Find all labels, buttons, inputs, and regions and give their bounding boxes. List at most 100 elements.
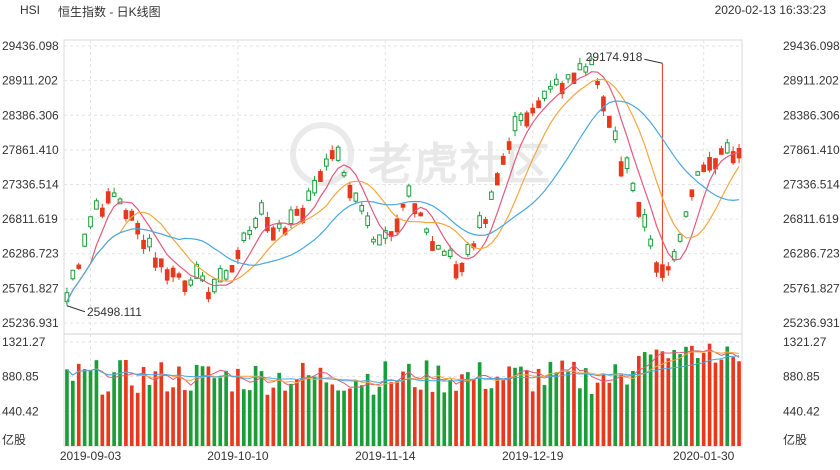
candle-body xyxy=(400,203,406,208)
volume-tick-left: 440.42 xyxy=(2,404,39,418)
low-annotation: 25498.111 xyxy=(87,305,142,319)
volume-bar xyxy=(106,391,111,446)
volume-bar xyxy=(265,394,270,446)
volume-bar xyxy=(389,382,394,446)
candle-body xyxy=(217,268,223,283)
volume-bar xyxy=(76,363,81,446)
candle-body xyxy=(630,182,636,191)
candle-body xyxy=(406,185,412,197)
candle-body xyxy=(312,179,317,194)
volume-bar xyxy=(501,380,506,446)
candle-body xyxy=(624,157,630,170)
volume-bar xyxy=(690,345,694,446)
candle-body xyxy=(607,115,612,128)
volume-bar xyxy=(65,369,69,446)
volume-bar xyxy=(401,371,405,446)
candle-body xyxy=(288,209,294,225)
candle-body xyxy=(353,192,359,202)
volume-bar xyxy=(177,366,181,446)
ma5-line xyxy=(66,71,740,302)
volume-ma20-line xyxy=(66,355,740,384)
candle-body xyxy=(447,249,453,258)
volume-bar xyxy=(230,391,234,446)
ma10-line xyxy=(66,78,740,302)
candle-body xyxy=(677,233,683,242)
volume-bar xyxy=(619,374,623,446)
volume-bar xyxy=(194,364,199,446)
volume-bar xyxy=(625,384,629,446)
candle-body xyxy=(223,270,229,280)
volume-bar xyxy=(295,379,299,446)
candle-body xyxy=(335,146,341,161)
candle-body xyxy=(595,81,600,86)
candle-body xyxy=(701,164,707,173)
volume-bar xyxy=(589,393,594,446)
candle-body xyxy=(495,173,500,186)
candle-body xyxy=(359,205,365,212)
volume-bar xyxy=(583,368,588,446)
candle-body xyxy=(105,191,111,204)
candle-body xyxy=(259,202,264,215)
volume-bar xyxy=(200,366,205,446)
volume-bar xyxy=(507,366,511,446)
volume-bar xyxy=(448,379,452,446)
price-tick-left: 28911.202 xyxy=(2,74,58,88)
candle-body xyxy=(418,212,424,217)
volume-bar xyxy=(660,351,665,446)
volume-bar xyxy=(460,374,464,446)
volume-bar xyxy=(147,384,152,446)
price-tick-left: 26811.619 xyxy=(2,212,58,226)
price-tick-right: 28386.306 xyxy=(783,108,840,122)
price-tick-left: 25761.827 xyxy=(2,281,59,295)
price-tick-right: 27336.514 xyxy=(783,178,840,192)
candle-body xyxy=(164,269,170,281)
candle-body xyxy=(182,280,188,292)
volume-bar xyxy=(395,380,399,446)
volume-bar xyxy=(418,389,423,446)
volume-tick-right: 880.85 xyxy=(783,370,820,384)
candle-body xyxy=(141,239,146,250)
candle-body xyxy=(324,158,329,167)
candle-body xyxy=(565,74,571,80)
candle-body xyxy=(601,96,606,112)
volume-bar xyxy=(241,389,246,446)
time-tick: 2019-09-03 xyxy=(60,449,122,463)
candle-body xyxy=(306,190,311,201)
candle-body xyxy=(247,229,253,236)
candle-body xyxy=(412,203,418,215)
volume-bar xyxy=(212,378,217,446)
volume-bar xyxy=(578,388,582,446)
candle-body xyxy=(542,90,547,99)
candle-body xyxy=(707,156,712,171)
time-tick: 2020-01-30 xyxy=(673,449,735,463)
candle-body xyxy=(158,258,164,268)
candle-body xyxy=(589,58,594,66)
candle-body xyxy=(577,63,583,71)
volume-bar xyxy=(348,388,352,446)
volume-bar xyxy=(566,370,570,446)
volume-bar xyxy=(171,387,175,446)
volume-bar xyxy=(684,346,688,446)
candle-body xyxy=(583,66,589,73)
candle-body xyxy=(276,223,282,229)
candle-body xyxy=(99,207,105,217)
volume-bar xyxy=(695,357,700,446)
volume-bar xyxy=(318,367,323,446)
volume-tick-right: 440.42 xyxy=(783,404,820,418)
volume-bar xyxy=(253,365,258,446)
volume-bar xyxy=(365,373,370,446)
candle-body xyxy=(424,228,429,233)
candle-body xyxy=(430,241,435,251)
candle-body xyxy=(194,263,199,279)
price-tick-left: 29436.098 xyxy=(2,39,59,53)
volume-bar xyxy=(666,358,671,446)
candle-body xyxy=(477,215,482,229)
candle-body xyxy=(500,155,506,165)
volume-bar xyxy=(118,360,122,446)
candle-body xyxy=(70,269,76,280)
candle-body xyxy=(82,233,87,247)
price-tick-right: 25761.827 xyxy=(783,281,840,295)
price-tick-right: 28911.202 xyxy=(783,74,839,88)
time-tick: 2019-10-10 xyxy=(207,449,269,463)
